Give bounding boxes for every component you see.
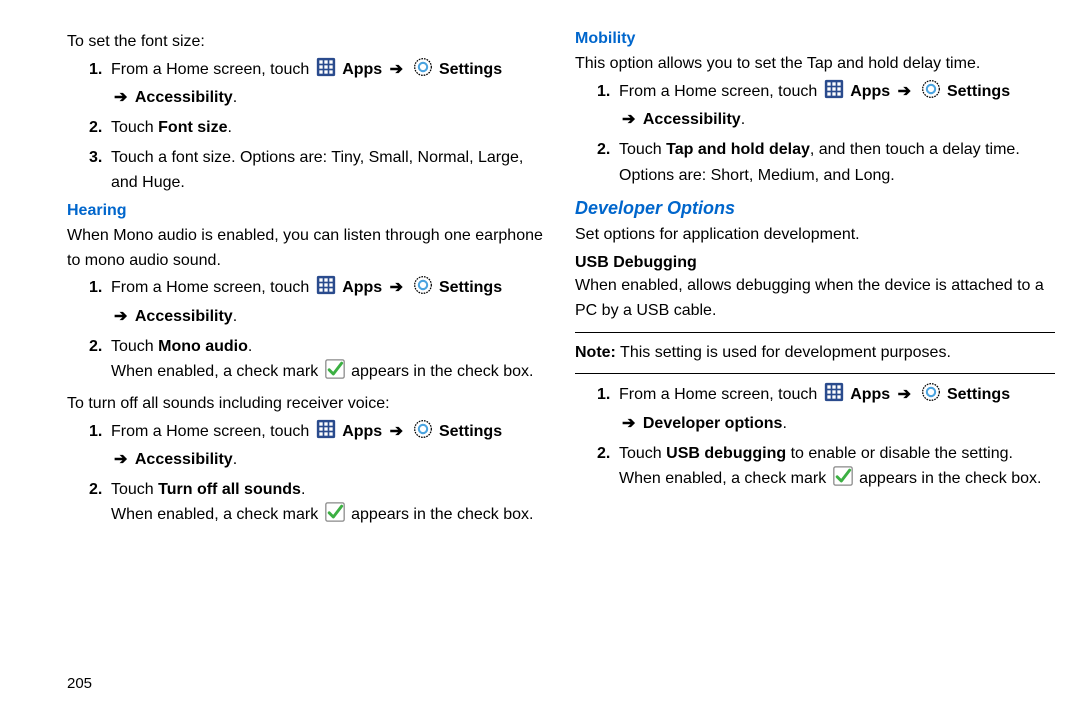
developer-options-label: Developer options <box>643 415 783 432</box>
settings-label: Settings <box>439 279 502 296</box>
step-text: From a Home screen, touch <box>111 279 314 296</box>
settings-label: Settings <box>947 83 1010 100</box>
step-text: From a Home screen, touch <box>111 61 314 78</box>
divider <box>575 332 1055 333</box>
check-icon <box>325 359 345 388</box>
mobility-intro: This option allows you to set the Tap an… <box>575 52 1055 77</box>
check-icon <box>833 466 853 495</box>
mobility-heading: Mobility <box>575 30 1055 48</box>
gear-icon <box>921 79 941 108</box>
arrow-icon: ➔ <box>114 85 127 111</box>
step-text: Touch <box>619 141 666 158</box>
gear-icon <box>413 57 433 86</box>
usb-debugging-label: USB debugging <box>666 445 786 462</box>
apps-icon <box>316 419 336 448</box>
note-label: Note: <box>575 344 616 361</box>
arrow-icon: ➔ <box>898 79 911 105</box>
arrow-icon: ➔ <box>898 382 911 408</box>
step-text: appears in the check box. <box>859 470 1041 487</box>
gear-icon <box>921 382 941 411</box>
step-text: appears in the check box. <box>351 363 533 380</box>
apps-label: Apps <box>342 423 386 440</box>
apps-label: Apps <box>342 279 386 296</box>
note-line: Note: This setting is used for developme… <box>575 341 1055 366</box>
step-text: When enabled, a check mark <box>111 363 323 380</box>
settings-label: Settings <box>947 386 1010 403</box>
settings-label: Settings <box>439 61 502 78</box>
arrow-icon: ➔ <box>622 107 635 133</box>
hearing-heading: Hearing <box>67 202 547 220</box>
list-item: 2. Touch Mono audio. When enabled, a che… <box>89 334 547 388</box>
step-text: From a Home screen, touch <box>619 83 822 100</box>
list-item: 1. From a Home screen, touch Apps ➔ Sett… <box>89 57 547 111</box>
apps-icon <box>316 275 336 304</box>
arrow-icon: ➔ <box>114 447 127 473</box>
page-columns: To set the font size: 1. From a Home scr… <box>67 30 1055 535</box>
turnoff-intro: To turn off all sounds including receive… <box>67 392 547 417</box>
right-column: Mobility This option allows you to set t… <box>575 30 1055 535</box>
accessibility-label: Accessibility <box>135 89 233 106</box>
accessibility-label: Accessibility <box>643 111 741 128</box>
dev-intro: Set options for application development. <box>575 223 1055 248</box>
mono-audio-label: Mono audio <box>158 338 248 355</box>
list-item: 2. Touch Tap and hold delay, and then to… <box>597 137 1055 188</box>
list-item: 3. Touch a font size. Options are: Tiny,… <box>89 145 547 196</box>
list-item: 1. From a Home screen, touch Apps ➔ Sett… <box>597 79 1055 133</box>
step-text: Touch <box>111 481 158 498</box>
step-text: Touch <box>111 119 158 136</box>
arrow-icon: ➔ <box>390 419 403 445</box>
step-text: When enabled, a check mark <box>111 506 323 523</box>
arrow-icon: ➔ <box>114 304 127 330</box>
font-size-intro: To set the font size: <box>67 30 547 55</box>
step-text: From a Home screen, touch <box>619 386 822 403</box>
arrow-icon: ➔ <box>622 411 635 437</box>
gear-icon <box>413 275 433 304</box>
tap-hold-label: Tap and hold delay <box>666 141 810 158</box>
apps-label: Apps <box>850 83 894 100</box>
step-text: Touch <box>111 338 158 355</box>
list-item: 1. From a Home screen, touch Apps ➔ Sett… <box>89 275 547 329</box>
step-text: appears in the check box. <box>351 506 533 523</box>
left-column: To set the font size: 1. From a Home scr… <box>67 30 547 535</box>
arrow-icon: ➔ <box>390 275 403 301</box>
apps-label: Apps <box>342 61 386 78</box>
list-item: 2. Touch USB debugging to enable or disa… <box>597 441 1055 495</box>
list-item: 1. From a Home screen, touch Apps ➔ Sett… <box>89 419 547 473</box>
turn-off-sounds-label: Turn off all sounds <box>158 481 301 498</box>
page-number: 205 <box>67 675 92 692</box>
check-icon <box>325 502 345 531</box>
gear-icon <box>413 419 433 448</box>
list-item: 1. From a Home screen, touch Apps ➔ Sett… <box>597 382 1055 436</box>
apps-icon <box>316 57 336 86</box>
divider <box>575 373 1055 374</box>
accessibility-label: Accessibility <box>135 308 233 325</box>
settings-label: Settings <box>439 423 502 440</box>
accessibility-label: Accessibility <box>135 451 233 468</box>
apps-icon <box>824 382 844 411</box>
apps-icon <box>824 79 844 108</box>
list-item: 2. Touch Font size. <box>89 115 547 141</box>
usb-intro: When enabled, allows debugging when the … <box>575 274 1055 324</box>
developer-options-heading: Developer Options <box>575 198 1055 219</box>
step-text: Touch <box>619 445 666 462</box>
hearing-intro: When Mono audio is enabled, you can list… <box>67 224 547 274</box>
step-text: Touch a font size. Options are: Tiny, Sm… <box>111 145 547 196</box>
usb-debugging-heading: USB Debugging <box>575 254 1055 272</box>
apps-label: Apps <box>850 386 894 403</box>
note-text: This setting is used for development pur… <box>616 344 951 361</box>
step-text: From a Home screen, touch <box>111 423 314 440</box>
font-size-label: Font size <box>158 119 227 136</box>
arrow-icon: ➔ <box>390 57 403 83</box>
list-item: 2. Touch Turn off all sounds. When enabl… <box>89 477 547 531</box>
